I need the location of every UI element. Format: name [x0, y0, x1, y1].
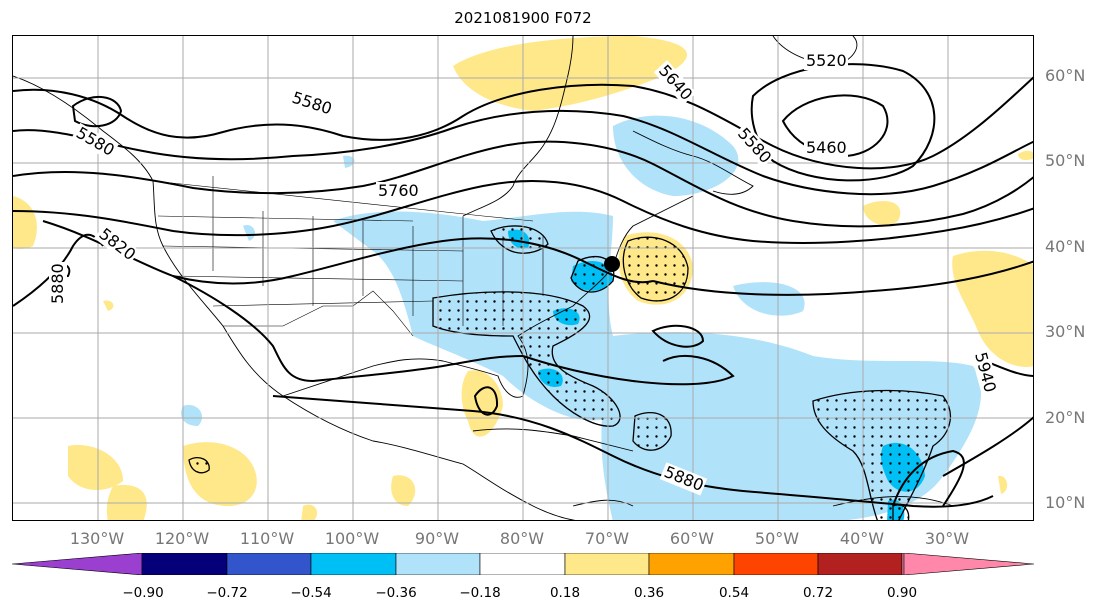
colorbar-segment	[564, 553, 650, 575]
colorbar-segment	[12, 553, 143, 575]
colorbar-tick: −0.18	[459, 585, 501, 601]
contour-label-5880-west: 5880	[48, 263, 67, 304]
colorbar-segment	[817, 553, 903, 575]
graticule	[13, 36, 1033, 520]
map-canvas: 5520 5460 5580 5640 5580 5580	[13, 36, 1033, 520]
lon-label-60w: 60°W	[669, 529, 715, 548]
significance-stippling	[188, 225, 952, 520]
lat-label-60n: 60°N	[1045, 66, 1086, 85]
lon-label-50w: 50°W	[754, 529, 800, 548]
lat-label-40n: 40°N	[1045, 237, 1086, 256]
contour-label-5580-nw: 5580	[73, 123, 118, 160]
lon-label-30w: 30°W	[924, 529, 970, 548]
map-title: 2021081900 F072	[454, 9, 592, 27]
colorbar-segment	[395, 553, 481, 575]
contour-label-5760: 5760	[378, 181, 419, 200]
contour-label-5460: 5460	[806, 138, 847, 157]
lon-label-110w: 110°W	[239, 529, 295, 548]
lon-label-130w: 130°W	[69, 529, 125, 548]
colorbar-tick: −0.36	[375, 585, 417, 601]
contour-label-5520: 5520	[806, 51, 847, 70]
lon-label-100w: 100°W	[324, 529, 380, 548]
lon-label-70w: 70°W	[584, 529, 630, 548]
colorbar-tick: 0.18	[549, 585, 581, 601]
lat-label-20n: 20°N	[1045, 408, 1086, 427]
colorbar-tick: −0.72	[206, 585, 248, 601]
colorbar	[12, 553, 1034, 575]
lon-label-120w: 120°W	[154, 529, 210, 548]
colorbar-tick: 0.90	[886, 585, 918, 601]
contour-label-5580-west: 5580	[290, 88, 335, 119]
colorbar-segment	[226, 553, 312, 575]
colorbar-segment	[141, 553, 228, 575]
colorbar-segment	[310, 553, 397, 575]
location-marker	[604, 256, 620, 272]
lon-label-90w: 90°W	[414, 529, 460, 548]
colorbar-tick: 0.54	[718, 585, 750, 601]
lat-label-10n: 10°N	[1045, 493, 1086, 512]
colorbar-tick: 0.36	[633, 585, 665, 601]
colorbar-segment	[648, 553, 735, 575]
colorbar-segment	[903, 553, 1034, 575]
lon-label-80w: 80°W	[499, 529, 545, 548]
map-panel: 5520 5460 5580 5640 5580 5580	[12, 35, 1034, 521]
lat-label-30n: 30°N	[1045, 322, 1086, 341]
colorbar-segment	[479, 553, 566, 575]
lat-label-50n: 50°N	[1045, 151, 1086, 170]
colorbar-tick: −0.54	[290, 585, 332, 601]
colorbar-segment	[733, 553, 819, 575]
colorbar-tick: 0.72	[802, 585, 834, 601]
colorbar-tick: −0.90	[122, 585, 164, 601]
lon-label-40w: 40°W	[839, 529, 885, 548]
